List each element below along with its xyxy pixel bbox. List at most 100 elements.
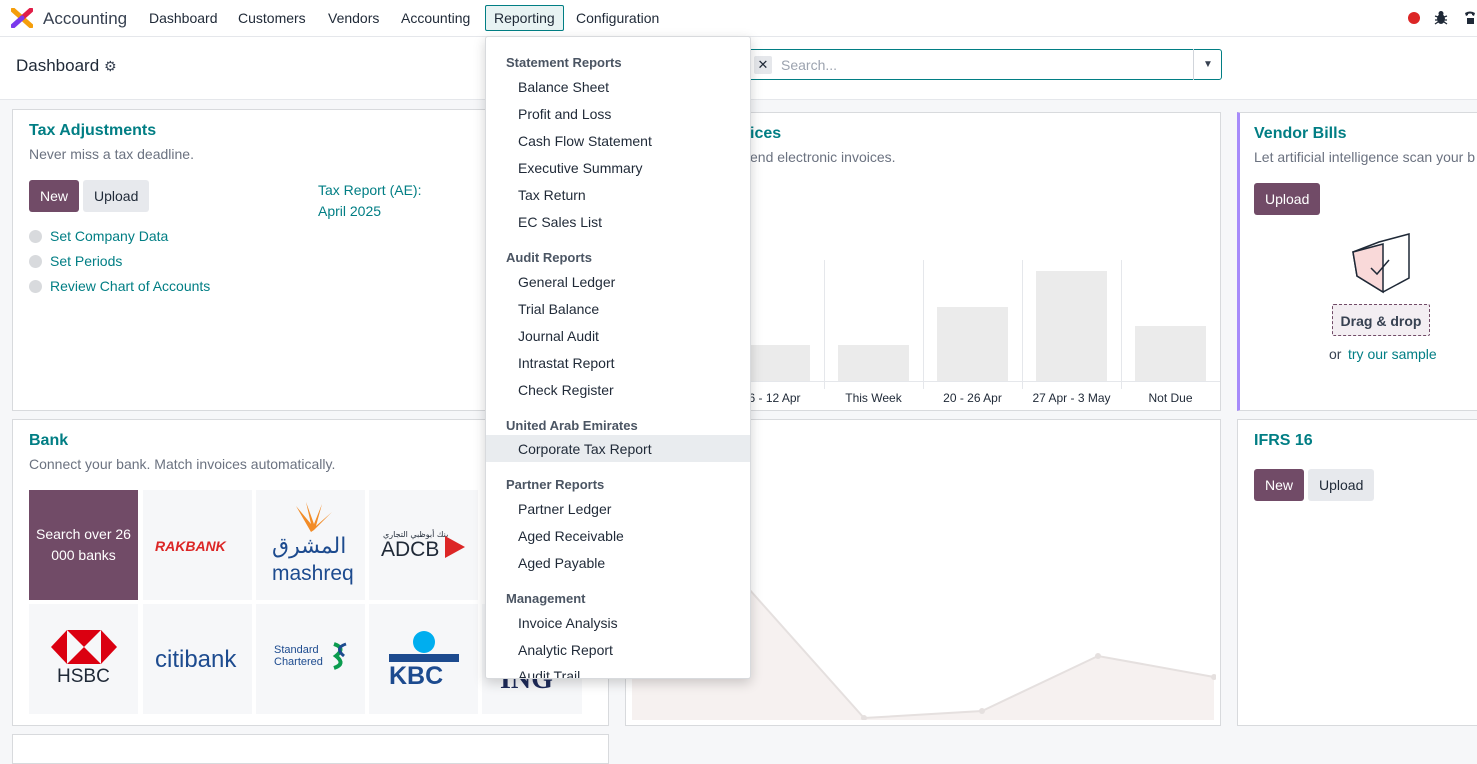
menu-item-balance-sheet[interactable]: Balance Sheet bbox=[518, 79, 610, 95]
menu-item-ec-sales-list[interactable]: EC Sales List bbox=[518, 214, 603, 230]
card-title-fragment[interactable]: ices bbox=[750, 125, 782, 142]
chart-bar[interactable] bbox=[1036, 271, 1107, 381]
chart-x-label: 27 Apr - 3 May bbox=[1032, 391, 1111, 405]
card-title[interactable]: Vendor Bills bbox=[1254, 125, 1347, 142]
menu-section-header: Management bbox=[506, 591, 586, 606]
menu-customers[interactable]: Customers bbox=[238, 10, 306, 26]
card-title[interactable]: Bank bbox=[29, 432, 69, 449]
menu-section-header: Partner Reports bbox=[506, 477, 605, 492]
chart-x-label: 20 - 26 Apr bbox=[943, 391, 1002, 405]
bank-kbc[interactable]: KBC bbox=[369, 604, 478, 714]
upload-button[interactable]: Upload bbox=[83, 180, 150, 212]
top-navbar: Accounting Dashboard Customers Vendors A… bbox=[0, 0, 1477, 37]
menu-reporting[interactable]: Reporting bbox=[485, 5, 564, 31]
chevron-down-icon[interactable]: ▼ bbox=[1193, 49, 1222, 80]
upload-button[interactable]: Upload bbox=[1308, 469, 1375, 501]
menu-highlight bbox=[486, 435, 750, 462]
menu-item-profit-loss[interactable]: Profit and Loss bbox=[518, 106, 612, 122]
bank-adcb[interactable]: بنك أبوظبي التجاري ADCB bbox=[369, 490, 478, 600]
standard-chartered-icon bbox=[332, 642, 347, 670]
bank-mashreq[interactable]: المشرق mashreq bbox=[256, 490, 365, 600]
chart-gridline bbox=[1022, 260, 1023, 389]
step-periods[interactable]: Set Periods bbox=[29, 253, 122, 269]
try-sample-link[interactable]: try our sample bbox=[1348, 346, 1437, 362]
accounting-app-icon[interactable] bbox=[11, 8, 33, 28]
card-title[interactable]: Tax Adjustments bbox=[29, 122, 157, 139]
chart-gridline bbox=[824, 260, 825, 389]
step-dot bbox=[29, 255, 42, 268]
menu-section-header: Statement Reports bbox=[506, 55, 622, 70]
menu-item-analytic-report[interactable]: Analytic Report bbox=[518, 642, 613, 658]
hsbc-logo: HSBC bbox=[57, 666, 110, 687]
mashreq-logo: mashreq bbox=[272, 562, 354, 585]
chart-bar[interactable] bbox=[937, 307, 1008, 381]
app-name[interactable]: Accounting bbox=[43, 9, 128, 28]
chart-baseline bbox=[740, 381, 1220, 382]
card-title[interactable]: IFRS 16 bbox=[1254, 432, 1313, 449]
card-subtitle: Connect your bank. Match invoices automa… bbox=[29, 456, 336, 472]
tax-report-period[interactable]: April 2025 bbox=[318, 203, 382, 219]
search-banks-tile[interactable]: Search over 26 000 banks bbox=[29, 490, 138, 600]
chart-bar[interactable] bbox=[1135, 326, 1206, 381]
menu-item-tax-return[interactable]: Tax Return bbox=[518, 187, 586, 203]
step-company-data[interactable]: Set Company Data bbox=[29, 228, 168, 244]
status-dot-icon[interactable] bbox=[1408, 12, 1420, 24]
menu-vendors[interactable]: Vendors bbox=[328, 10, 380, 26]
card-subtitle-fragment: end electronic invoices. bbox=[750, 149, 896, 165]
menu-item-invoice-analysis[interactable]: Invoice Analysis bbox=[518, 615, 618, 631]
rakbank-logo: RAKBANK bbox=[155, 538, 226, 554]
menu-section-header: United Arab Emirates bbox=[506, 418, 638, 433]
line-chart[interactable] bbox=[632, 560, 1216, 720]
menu-item-trial-balance[interactable]: Trial Balance bbox=[518, 301, 600, 317]
or-label: or bbox=[1329, 346, 1342, 362]
upload-button[interactable]: Upload bbox=[1254, 183, 1321, 215]
menu-dashboard[interactable]: Dashboard bbox=[149, 10, 218, 26]
gear-icon[interactable]: ⚙ bbox=[104, 58, 117, 74]
search-placeholder[interactable]: Search... bbox=[781, 57, 838, 73]
folder-icon bbox=[1352, 233, 1410, 294]
standard-chartered-logo: Standard Chartered bbox=[274, 644, 323, 668]
menu-item-partner-ledger[interactable]: Partner Ledger bbox=[518, 501, 612, 517]
menu-item-cash-flow[interactable]: Cash Flow Statement bbox=[518, 133, 652, 149]
kbc-logo-icon bbox=[389, 631, 459, 662]
chart-x-label: 6 - 12 Apr bbox=[748, 391, 801, 405]
menu-item-journal-audit[interactable]: Journal Audit bbox=[518, 328, 599, 344]
mashreq-sun-icon bbox=[296, 502, 332, 532]
menu-item-audit-trail[interactable]: Audit Trail bbox=[518, 668, 581, 679]
menu-item-check-register[interactable]: Check Register bbox=[518, 382, 614, 398]
bank-standard-chartered[interactable]: Standard Chartered bbox=[256, 604, 365, 714]
close-icon[interactable]: ✕ bbox=[754, 56, 772, 74]
bank-hsbc[interactable]: HSBC bbox=[29, 604, 138, 714]
new-button[interactable]: New bbox=[29, 180, 80, 212]
hsbc-hexagon-icon bbox=[51, 630, 117, 664]
adcb-arabic-logo: بنك أبوظبي التجاري bbox=[383, 530, 449, 539]
menu-item-executive-summary[interactable]: Executive Summary bbox=[518, 160, 643, 176]
chart-gridline bbox=[923, 260, 924, 389]
menu-accounting[interactable]: Accounting bbox=[401, 10, 471, 26]
reporting-dropdown-menu: Statement Reports Balance Sheet Profit a… bbox=[485, 36, 751, 679]
phone-icon[interactable] bbox=[1463, 10, 1477, 25]
drag-drop-zone[interactable]: Drag & drop bbox=[1332, 304, 1430, 336]
bank-citibank[interactable]: citibank bbox=[143, 604, 252, 714]
menu-configuration[interactable]: Configuration bbox=[576, 10, 660, 26]
bank-rakbank[interactable]: RAKBANK bbox=[143, 490, 252, 600]
bug-icon[interactable] bbox=[1434, 10, 1448, 25]
step-chart-of-accounts[interactable]: Review Chart of Accounts bbox=[29, 278, 210, 294]
kbc-logo: KBC bbox=[389, 662, 444, 690]
menu-item-intrastat-report[interactable]: Intrastat Report bbox=[518, 355, 615, 371]
card-subtitle: Let artificial intelligence scan your b bbox=[1254, 149, 1476, 165]
breadcrumb: Dashboard bbox=[16, 56, 100, 75]
card-subtitle: Never miss a tax deadline. bbox=[29, 146, 194, 162]
chart-bar[interactable] bbox=[838, 345, 909, 381]
menu-item-aged-payable[interactable]: Aged Payable bbox=[518, 555, 606, 571]
adcb-logo: ADCB bbox=[381, 538, 440, 561]
menu-item-corporate-tax-report[interactable]: Corporate Tax Report bbox=[518, 441, 652, 457]
chart-gridline bbox=[1121, 260, 1122, 389]
new-button[interactable]: New bbox=[1254, 469, 1305, 501]
menu-item-general-ledger[interactable]: General Ledger bbox=[518, 274, 616, 290]
menu-item-aged-receivable[interactable]: Aged Receivable bbox=[518, 528, 624, 544]
adcb-arrow-icon bbox=[445, 536, 465, 558]
citibank-logo: citibank bbox=[155, 646, 237, 673]
tax-report-label[interactable]: Tax Report (AE): bbox=[318, 182, 422, 198]
next-card bbox=[12, 734, 609, 764]
